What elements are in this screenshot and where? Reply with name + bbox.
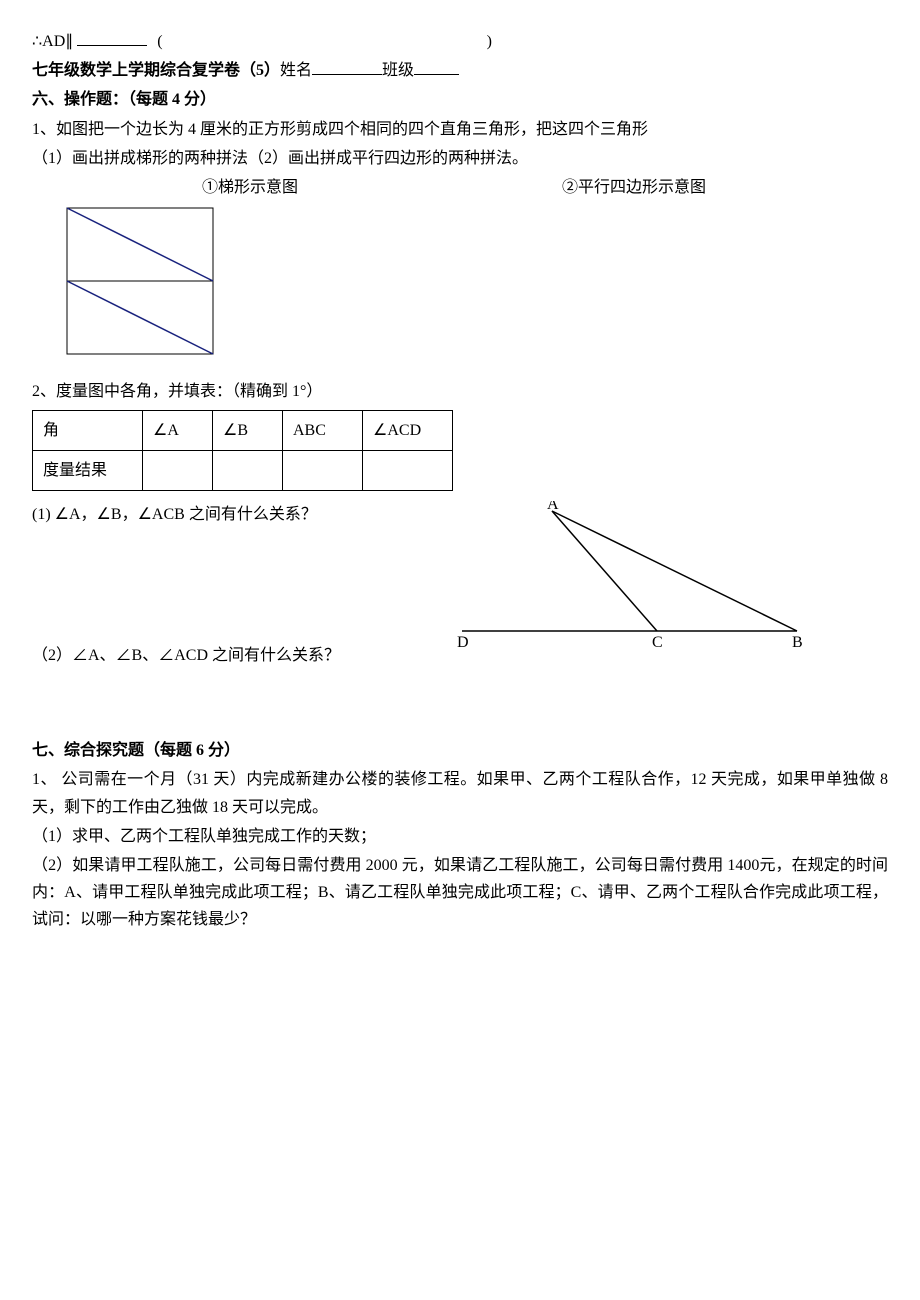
- q1-line2: （1）画出拼成梯形的两种拼法（2）画出拼成平行四边形的两种拼法。: [32, 145, 888, 172]
- title-line: 七年级数学上学期综合复学卷（5） 姓名 班级: [32, 57, 888, 84]
- table-row: 角 ∠A ∠B ABC ∠ACD: [33, 410, 453, 450]
- cell-result-acd[interactable]: [363, 450, 453, 490]
- exam-title: 七年级数学上学期综合复学卷（5）: [32, 57, 280, 84]
- q2-sub1-text: (1) ∠A，∠B，∠ACB 之间有什么关系？: [32, 501, 422, 528]
- cell-angle-b: ∠B: [213, 410, 283, 450]
- cell-angle-acd: ∠ACD: [363, 410, 453, 450]
- table-row: 度量结果: [33, 450, 453, 490]
- section7: 七、综合探究题（每题 6 分） 1、 公司需在一个月（31 天）内完成新建办公楼…: [32, 737, 888, 933]
- triangle-label-a: A: [547, 501, 559, 513]
- label-parallelogram: ②平行四边形示意图: [562, 179, 706, 196]
- angle-table: 角 ∠A ∠B ABC ∠ACD 度量结果: [32, 410, 453, 491]
- name-blank[interactable]: [312, 74, 382, 75]
- cell-label-angle: 角: [33, 410, 143, 450]
- q1-labels: ①梯形示意图 ②平行四边形示意图: [202, 174, 888, 201]
- label-trapezoid: ①梯形示意图: [202, 179, 298, 196]
- triangle-figure: A D C B: [452, 501, 832, 660]
- cell-label-result: 度量结果: [33, 450, 143, 490]
- triangle-label-d: D: [457, 634, 469, 651]
- name-label: 姓名: [280, 57, 312, 84]
- cell-result-b[interactable]: [213, 450, 283, 490]
- section6-heading: 六、操作题：（每题 4 分）: [32, 86, 888, 113]
- cell-result-abc[interactable]: [283, 450, 363, 490]
- ad-parallel-line: ∴AD∥ ( ): [32, 28, 888, 55]
- section7-heading: 七、综合探究题（每题 6 分）: [32, 737, 888, 764]
- triangle-label-b: B: [792, 634, 803, 651]
- class-blank[interactable]: [414, 74, 459, 75]
- square-figure: [66, 207, 888, 364]
- q2-intro: 2、度量图中各角，并填表：（精确到 1°）: [32, 378, 888, 405]
- class-label: 班级: [382, 57, 414, 84]
- s7-p3: （2）如果请甲工程队施工，公司每日需付费用 2000 元，如果请乙工程队施工，公…: [32, 852, 888, 934]
- q2-sub1-row: (1) ∠A，∠B，∠ACB 之间有什么关系？ A D C B: [32, 501, 888, 660]
- paren-right: ): [487, 33, 492, 50]
- s7-p1: 1、 公司需在一个月（31 天）内完成新建办公楼的装修工程。如果甲、乙两个工程队…: [32, 766, 888, 820]
- ad-prefix: ∴AD∥: [32, 33, 73, 50]
- ad-blank[interactable]: [77, 45, 147, 46]
- paren-left: (: [157, 33, 162, 50]
- q1-line1: 1、如图把一个边长为 4 厘米的正方形剪成四个相同的四个直角三角形，把这四个三角…: [32, 116, 888, 143]
- cell-angle-a: ∠A: [143, 410, 213, 450]
- cell-result-a[interactable]: [143, 450, 213, 490]
- s7-p2: （1）求甲、乙两个工程队单独完成工作的天数；: [32, 823, 888, 850]
- triangle-label-c: C: [652, 634, 663, 651]
- cell-angle-abc: ABC: [283, 410, 363, 450]
